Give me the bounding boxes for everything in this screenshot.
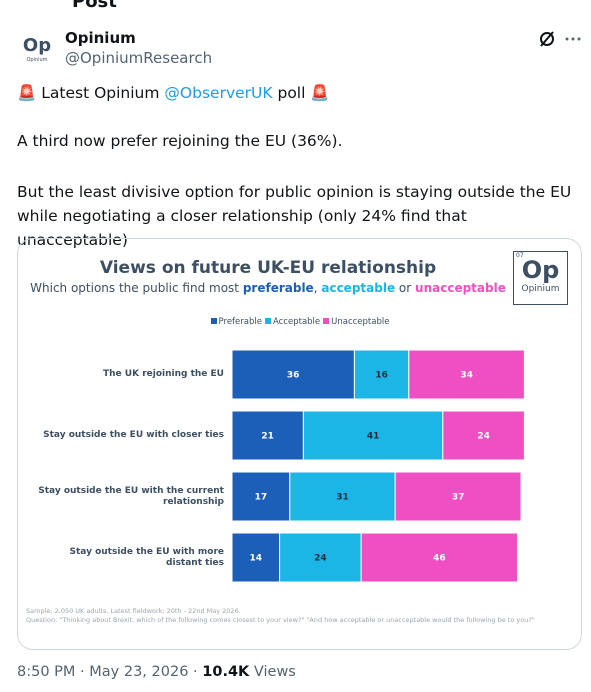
category-label: Stay outside the EU with closer ties bbox=[43, 430, 224, 440]
subtitle-text: , bbox=[313, 281, 318, 295]
value-label: 36 bbox=[287, 371, 300, 381]
legend-swatch bbox=[264, 318, 271, 324]
bar-segment bbox=[302, 410, 444, 461]
value-label: 37 bbox=[452, 493, 465, 503]
legend-swatch bbox=[323, 318, 330, 324]
emoji: 🚨 bbox=[310, 84, 330, 102]
header-title: Post bbox=[72, 0, 117, 12]
value-label: 41 bbox=[367, 432, 380, 442]
legend-swatch bbox=[210, 318, 217, 324]
avatar[interactable]: Op Opinium bbox=[17, 30, 57, 70]
legend: Preferable Acceptable Unacceptable bbox=[17, 317, 580, 327]
bar-segment bbox=[442, 410, 525, 461]
value-label: 46 bbox=[433, 554, 446, 564]
value-label: 31 bbox=[336, 493, 349, 503]
category-label: The UK rejoining the EU bbox=[103, 369, 224, 379]
avatar-subtext: Opinium bbox=[26, 57, 48, 63]
time[interactable]: 8:50 PM bbox=[17, 664, 76, 680]
value-label: 24 bbox=[314, 554, 327, 564]
bar-segment bbox=[289, 471, 396, 522]
date[interactable]: May 23, 2026 bbox=[89, 664, 189, 680]
logo-mark: Op bbox=[521, 256, 560, 284]
bar-segment bbox=[231, 410, 304, 461]
separator: · bbox=[80, 664, 85, 680]
bar-segment bbox=[231, 471, 291, 522]
note: Sample: 2,050 UK adults. Latest fieldwor… bbox=[26, 607, 241, 615]
bar-segment bbox=[353, 349, 410, 400]
avatar-text: Op bbox=[22, 35, 52, 56]
value-label: 34 bbox=[460, 371, 473, 381]
post-paragraph: But the least divisive option for public… bbox=[17, 183, 572, 249]
grok-icon[interactable] bbox=[537, 29, 557, 49]
author-name[interactable]: Opinium bbox=[65, 29, 136, 47]
mention[interactable]: @ObserverUK bbox=[164, 84, 273, 102]
post-intro: 🚨 Latest Opinium @ObserverUK poll 🚨 bbox=[17, 84, 330, 102]
post-paragraph: A third now prefer rejoining the EU (36%… bbox=[17, 132, 343, 150]
chart-subtitle: Which options the public find most prefe… bbox=[17, 281, 519, 295]
category-label: Stay outside the EU with more distant ti… bbox=[69, 546, 224, 568]
subtitle-text: unacceptable bbox=[415, 281, 506, 295]
subtitle-text: acceptable bbox=[321, 281, 396, 295]
value-label: 14 bbox=[250, 554, 263, 564]
category-label: Stay outside the EU with the current rel… bbox=[38, 485, 224, 507]
legend-label: Preferable bbox=[218, 317, 262, 327]
bar-segment bbox=[394, 471, 522, 522]
subtitle-text: or bbox=[398, 281, 412, 295]
views-count: 10.4K bbox=[202, 664, 250, 680]
legend-label: Acceptable bbox=[272, 317, 321, 327]
chart-logo: 07 Op Opinium bbox=[513, 251, 568, 305]
note: Question: "Thinking about Brexit, which … bbox=[26, 616, 535, 624]
bar-segment bbox=[279, 532, 362, 583]
value-label: 21 bbox=[261, 432, 274, 442]
chart-notes: Sample: 2,050 UK adults. Latest fieldwor… bbox=[26, 607, 574, 625]
subtitle-text: Which options the public find most bbox=[30, 281, 239, 295]
logo-badge: 07 bbox=[516, 252, 524, 259]
legend-label: Unacceptable bbox=[331, 317, 390, 327]
subtitle-text: preferable bbox=[242, 281, 314, 295]
author-handle[interactable]: @OpiniumResearch bbox=[65, 49, 213, 67]
intro-text: Latest Opinium bbox=[41, 84, 160, 102]
value-label: 16 bbox=[375, 371, 388, 381]
views-label: Views bbox=[253, 664, 296, 680]
bar-segment bbox=[360, 532, 519, 583]
more-icon[interactable] bbox=[563, 29, 583, 49]
logo-name: Opinium bbox=[521, 284, 560, 294]
bar-segment bbox=[408, 349, 525, 400]
value-label: 17 bbox=[255, 493, 268, 503]
bar-segment bbox=[231, 349, 355, 400]
chart-title: Views on future UK-EU relationship bbox=[99, 258, 437, 278]
intro-text: poll bbox=[277, 84, 306, 102]
separator: · bbox=[193, 664, 198, 680]
chart-image[interactable] bbox=[17, 238, 582, 650]
value-label: 24 bbox=[477, 432, 490, 442]
emoji: 🚨 bbox=[17, 84, 37, 102]
post-footer: 8:50 PM · May 23, 2026 · 10.4K Views bbox=[17, 664, 296, 680]
